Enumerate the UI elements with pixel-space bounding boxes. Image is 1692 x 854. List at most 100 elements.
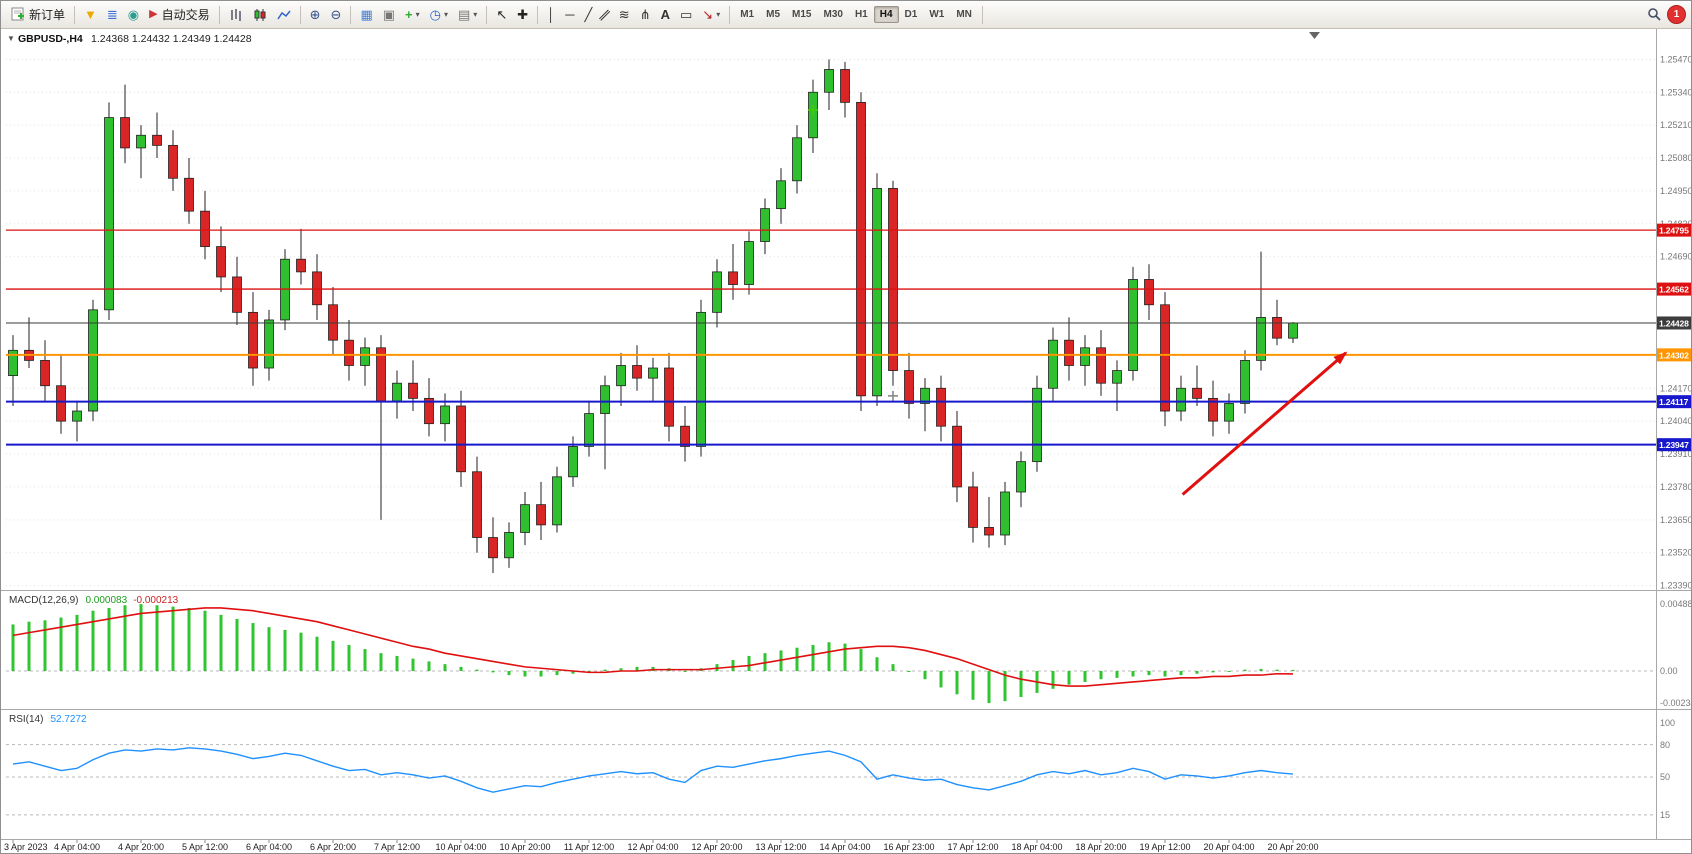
macd-histogram-bar: [187, 607, 191, 671]
market-watch-button[interactable]: ▼: [79, 3, 102, 27]
time-axis-label: 4 Apr 04:00: [54, 842, 100, 852]
candle: [1128, 279, 1138, 371]
price-axis-label: 1.23520: [1660, 548, 1692, 558]
macd-histogram-bar: [203, 610, 207, 671]
candle: [648, 367, 658, 379]
macd-histogram-bar: [1275, 669, 1279, 671]
candle: [744, 241, 754, 285]
zoom-in-button[interactable]: ⊕: [305, 3, 326, 27]
arrows-tool-button[interactable]: ↘ ▾: [697, 3, 725, 27]
label-tool-button[interactable]: ▭: [675, 3, 697, 27]
price-axis-label: 1.25080: [1660, 153, 1692, 163]
zoom-out-button[interactable]: ⊖: [326, 3, 347, 27]
candle: [1000, 491, 1010, 536]
candle: [408, 382, 418, 399]
sound-icon: ◉: [127, 7, 140, 22]
candle: [136, 134, 146, 149]
new-order-button[interactable]: 新订单: [6, 3, 70, 27]
candle: [1096, 347, 1106, 384]
price-badge-label: 1.24302: [1659, 350, 1689, 360]
macd-histogram-bar: [59, 617, 63, 671]
chart-shift-marker[interactable]: [1309, 32, 1320, 39]
text-tool-button[interactable]: A: [656, 3, 675, 27]
tile-windows-button[interactable]: ▦: [355, 3, 377, 27]
text-tool-icon: A: [660, 7, 670, 22]
candle: [824, 69, 834, 93]
candle: [1112, 370, 1122, 384]
macd-histogram-bar: [683, 671, 687, 672]
price-gridlines: [6, 58, 1656, 587]
search-button[interactable]: [1642, 3, 1667, 27]
candle: [1176, 387, 1186, 412]
line-chart-mode-button[interactable]: [272, 3, 296, 27]
cascade-windows-button[interactable]: ▣: [378, 3, 400, 27]
tf-button-m5[interactable]: M5: [766, 9, 781, 20]
macd-histogram-bar: [1227, 671, 1231, 672]
horizontal-line-icon: ─: [565, 7, 575, 22]
trendline-tool-button[interactable]: ╱: [579, 3, 597, 27]
channel-tool-button[interactable]: ∥: [597, 3, 614, 27]
macd-histogram-bar: [939, 671, 943, 688]
separator: [74, 5, 76, 24]
rsi-panel: [6, 744, 1656, 816]
candle: [120, 117, 130, 149]
rsi-axis-50: 50: [1660, 772, 1670, 782]
tf-button-w1[interactable]: W1: [929, 9, 945, 20]
time-axis-label: 4 Apr 20:00: [118, 842, 164, 852]
tf-button-d1[interactable]: D1: [904, 9, 918, 20]
candlestick-mode-button[interactable]: [248, 3, 272, 27]
tf-button-mn[interactable]: MN: [956, 9, 972, 20]
level-lines: [6, 229, 1656, 496]
auto-trading-button[interactable]: ▶ 自动交易: [144, 3, 214, 27]
period-button[interactable]: ◷ ▾: [425, 3, 453, 27]
tf-button-m30[interactable]: M30: [823, 9, 843, 20]
candle: [1144, 279, 1154, 306]
bar-chart-mode-button[interactable]: [224, 3, 248, 27]
fibonacci-tool-button[interactable]: ≋: [614, 3, 635, 27]
vertical-line-tool-button[interactable]: │: [542, 3, 560, 27]
macd-histogram-bar: [731, 660, 735, 671]
candle: [840, 69, 850, 103]
data-window-button[interactable]: ≣: [102, 3, 123, 27]
macd-histogram-bar: [107, 607, 111, 671]
candle: [392, 382, 402, 402]
macd-histogram-bar: [155, 605, 159, 671]
horizontal-line-tool-button[interactable]: ─: [560, 3, 579, 27]
notification-badge[interactable]: 1: [1667, 5, 1686, 24]
candle: [8, 349, 18, 377]
macd-histogram-bar: [875, 657, 879, 671]
new-chart-button[interactable]: + ▾: [400, 3, 425, 27]
tf-button-h4[interactable]: H4: [873, 6, 899, 23]
candle: [424, 397, 434, 425]
candle: [248, 311, 258, 369]
candle: [1272, 317, 1282, 339]
templates-button[interactable]: ▤ ▾: [453, 3, 482, 27]
chart-expander-icon[interactable]: ▼: [7, 34, 15, 43]
candle: [520, 504, 530, 533]
panel-frame: [1, 29, 1691, 840]
candle: [152, 134, 162, 146]
separator: [218, 5, 220, 24]
candle: [920, 387, 930, 404]
candle: [760, 208, 770, 242]
tf-button-m15[interactable]: M15: [792, 9, 812, 20]
macd-histogram-bar: [475, 669, 479, 671]
macd-histogram-bar: [635, 666, 639, 671]
cursor-tool-button[interactable]: ↖: [491, 3, 512, 27]
candle: [616, 365, 626, 387]
trend-arrow-object[interactable]: [1181, 351, 1348, 496]
rsi-value: 52.7272: [50, 714, 87, 725]
macd-histogram-bar: [1259, 668, 1263, 671]
candle: [1288, 322, 1298, 339]
time-axis-label: 20 Apr 04:00: [1203, 842, 1254, 852]
candlestick-icon: [254, 8, 266, 21]
macd-histogram-bar: [795, 647, 799, 671]
pitchfork-tool-button[interactable]: ⋔: [635, 3, 656, 27]
tf-button-m1[interactable]: M1: [740, 9, 755, 20]
tf-button-h1[interactable]: H1: [854, 9, 868, 20]
crosshair-tool-button[interactable]: ✚: [512, 3, 533, 27]
sound-button[interactable]: ◉: [123, 3, 144, 27]
macd-histogram-bar: [571, 671, 575, 674]
macd-histogram-bar: [539, 671, 543, 677]
